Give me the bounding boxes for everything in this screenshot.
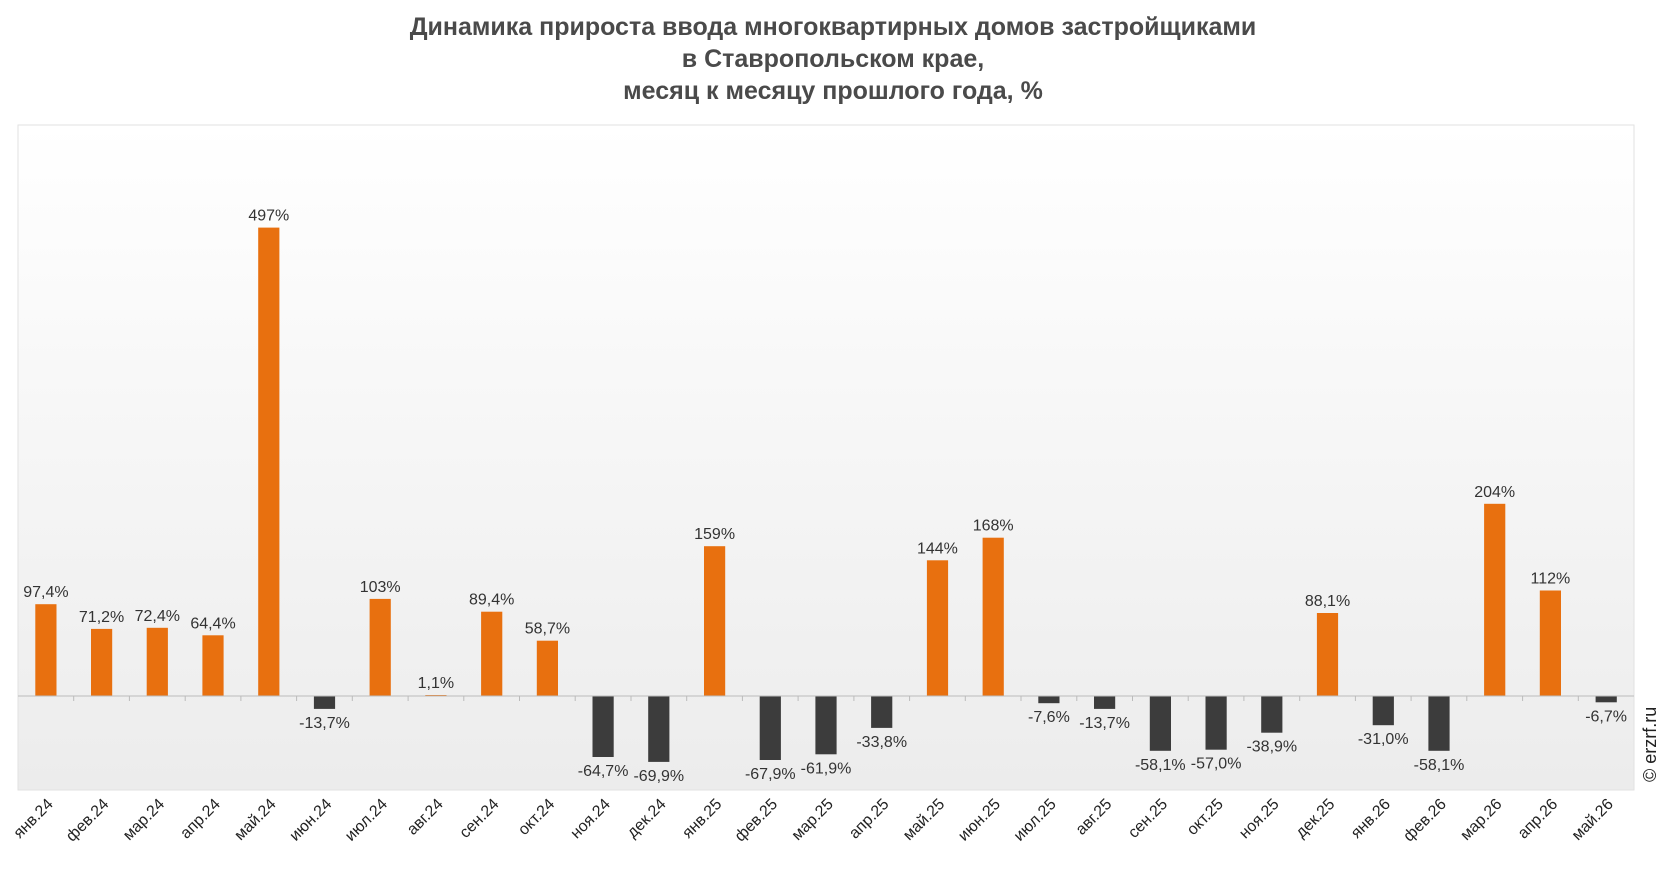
- data-label-дек.24: -69,9%: [633, 768, 684, 785]
- data-label-янв.25: 159%: [694, 526, 735, 543]
- x-tick-label-июн.24: июн.24: [287, 796, 336, 845]
- data-label-фев.26: -58,1%: [1414, 757, 1465, 774]
- data-label-фев.25: -67,9%: [745, 766, 796, 783]
- data-label-май.26: -6,7%: [1585, 708, 1627, 725]
- data-label-ноя.25: -38,9%: [1246, 739, 1297, 756]
- x-tick-label-янв.24: янв.24: [11, 796, 57, 842]
- x-tick-label-апр.24: апр.24: [177, 796, 224, 843]
- bar-апр.24: [202, 635, 224, 696]
- x-tick-label-ноя.24: ноя.24: [568, 796, 614, 842]
- data-label-сен.24: 89,4%: [469, 592, 514, 609]
- data-label-янв.24: 97,4%: [23, 584, 68, 601]
- data-label-дек.25: 88,1%: [1305, 593, 1350, 610]
- chart-title-line-2: в Ставропольском крае,: [682, 45, 984, 73]
- bar-сен.24: [481, 611, 503, 696]
- x-tick-label-авг.25: авг.25: [1073, 796, 1116, 839]
- bar-фев.25: [759, 696, 781, 760]
- data-label-мар.25: -61,9%: [801, 760, 852, 777]
- bar-ноя.24: [592, 696, 614, 757]
- bar-мар.24: [146, 627, 168, 696]
- data-label-мар.26: 204%: [1474, 484, 1515, 501]
- x-tick-label-мар.25: мар.25: [789, 796, 837, 844]
- bar-апр.25: [871, 696, 893, 728]
- data-label-июн.24: -13,7%: [299, 715, 350, 732]
- x-tick-label-янв.25: янв.25: [679, 796, 725, 842]
- data-label-окт.25: -57,0%: [1191, 756, 1242, 773]
- bar-окт.24: [536, 640, 558, 696]
- x-tick-label-апр.26: апр.26: [1515, 796, 1562, 843]
- data-label-июн.25: 168%: [973, 518, 1014, 535]
- x-tick-label-окт.24: окт.24: [515, 796, 558, 839]
- bar-дек.25: [1316, 613, 1339, 696]
- x-tick-label-окт.25: окт.25: [1184, 796, 1227, 839]
- bar-май.25: [926, 560, 949, 696]
- data-label-авг.24: 1,1%: [418, 675, 454, 692]
- x-tick-label-сен.25: сен.25: [1125, 796, 1171, 842]
- bar-сен.25: [1149, 696, 1171, 751]
- bar-май.26: [1595, 696, 1617, 703]
- bar-июл.24: [369, 598, 391, 696]
- data-label-янв.26: -31,0%: [1358, 731, 1409, 748]
- bars-group: [35, 227, 1617, 762]
- x-tick-label-янв.26: янв.26: [1348, 796, 1394, 842]
- x-tick-label-дек.24: дек.24: [624, 796, 670, 842]
- data-label-сен.25: -58,1%: [1135, 757, 1186, 774]
- source-label: © erzrf.ru: [1640, 707, 1660, 782]
- bar-дек.24: [648, 696, 670, 762]
- plot-area: [17, 124, 1635, 791]
- x-tick-labels-group: янв.24 фев.24 мар.24 апр.24 май.24 июн.24 июл.…: [11, 796, 1617, 845]
- ticks-group: [73, 696, 1579, 701]
- x-tick-label-дек.25: дек.25: [1293, 796, 1339, 842]
- bar-янв.24: [35, 604, 57, 696]
- bar-июл.25: [1038, 696, 1060, 704]
- bar-мар.25: [815, 696, 837, 755]
- chart-title-line-3: месяц к месяцу прошлого года, %: [623, 77, 1043, 105]
- x-tick-label-май.26: май.26: [1569, 796, 1617, 844]
- x-tick-label-сен.24: сен.24: [457, 796, 503, 842]
- bar-фев.26: [1428, 696, 1450, 751]
- data-label-ноя.24: -64,7%: [578, 763, 629, 780]
- bar-ноя.25: [1261, 696, 1283, 733]
- x-tick-label-май.24: май.24: [231, 796, 279, 844]
- x-tick-label-ноя.25: ноя.25: [1236, 796, 1282, 842]
- bar-июн.25: [982, 537, 1004, 696]
- data-label-май.25: 144%: [917, 540, 958, 557]
- x-tick-label-фев.24: фев.24: [63, 796, 112, 845]
- data-label-май.24: 497%: [248, 208, 289, 225]
- data-label-апр.26: 112%: [1531, 571, 1571, 588]
- x-tick-label-мар.26: мар.26: [1457, 796, 1505, 844]
- data-label-апр.24: 64,4%: [190, 615, 235, 632]
- chart-title-line-1: Динамика прироста ввода многоквартирных …: [410, 13, 1257, 41]
- bar-мар.26: [1484, 503, 1506, 696]
- x-tick-label-июн.25: июн.25: [955, 796, 1004, 845]
- bar-окт.25: [1205, 696, 1227, 750]
- x-tick-label-апр.25: апр.25: [846, 796, 893, 843]
- x-tick-label-авг.24: авг.24: [404, 796, 447, 839]
- x-tick-label-июл.25: июл.25: [1011, 796, 1060, 845]
- x-tick-label-май.25: май.25: [900, 796, 948, 844]
- data-label-авг.25: -13,7%: [1079, 715, 1130, 732]
- data-label-июл.24: 103%: [360, 579, 401, 596]
- x-tick-label-фев.25: фев.25: [732, 796, 781, 845]
- bar-фев.24: [91, 628, 113, 696]
- data-label-апр.25: -33,8%: [856, 734, 907, 751]
- data-label-окт.24: 58,7%: [525, 621, 570, 638]
- bar-авг.25: [1094, 696, 1116, 709]
- x-tick-label-фев.26: фев.26: [1400, 796, 1449, 845]
- data-label-фев.24: 71,2%: [79, 609, 124, 626]
- data-label-июл.25: -7,6%: [1028, 709, 1070, 726]
- x-tick-label-июл.24: июл.24: [342, 796, 391, 845]
- bar-май.24: [258, 227, 280, 696]
- x-tick-label-мар.24: мар.24: [120, 796, 168, 844]
- bar-апр.26: [1539, 590, 1561, 696]
- bar-июн.24: [313, 696, 336, 709]
- bar-янв.26: [1372, 696, 1394, 726]
- value-labels-group: 97,4% 71,2% 72,4% 64,4% 497% -13,7% 103% 1,1% 89…: [23, 208, 1627, 785]
- bar-янв.25: [704, 546, 726, 696]
- data-label-мар.24: 72,4%: [135, 608, 180, 625]
